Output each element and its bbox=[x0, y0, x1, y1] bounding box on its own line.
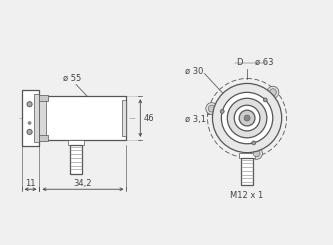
Circle shape bbox=[221, 92, 273, 144]
Text: ø 3,1: ø 3,1 bbox=[184, 115, 205, 124]
Bar bbox=[68, 140, 84, 145]
Bar bbox=[34, 94, 39, 142]
Text: 46: 46 bbox=[144, 113, 155, 122]
Text: ø 30: ø 30 bbox=[185, 67, 203, 76]
Bar bbox=[39, 135, 48, 141]
Bar bbox=[239, 153, 255, 158]
Circle shape bbox=[251, 147, 262, 159]
Circle shape bbox=[267, 86, 279, 98]
Bar bbox=[241, 158, 253, 185]
Circle shape bbox=[234, 105, 260, 131]
Circle shape bbox=[263, 98, 267, 102]
Circle shape bbox=[227, 98, 267, 138]
Bar bbox=[39, 98, 46, 138]
Bar bbox=[70, 145, 83, 174]
Circle shape bbox=[253, 150, 260, 157]
Circle shape bbox=[252, 141, 256, 145]
Text: 11: 11 bbox=[25, 179, 36, 188]
Bar bbox=[39, 96, 127, 140]
Circle shape bbox=[212, 84, 282, 153]
Circle shape bbox=[27, 102, 32, 107]
Bar bbox=[22, 90, 39, 146]
Text: D: D bbox=[236, 58, 242, 67]
Bar bbox=[39, 95, 48, 101]
Text: ø 55: ø 55 bbox=[63, 74, 82, 83]
Circle shape bbox=[28, 122, 31, 124]
Circle shape bbox=[239, 110, 255, 126]
Circle shape bbox=[27, 129, 32, 134]
Circle shape bbox=[220, 110, 224, 113]
Circle shape bbox=[244, 115, 250, 121]
Text: M12 x 1: M12 x 1 bbox=[230, 191, 264, 200]
Text: ø 63: ø 63 bbox=[255, 58, 273, 67]
Circle shape bbox=[208, 105, 215, 112]
Text: 34,2: 34,2 bbox=[74, 179, 92, 188]
Circle shape bbox=[269, 89, 276, 96]
Circle shape bbox=[206, 103, 218, 114]
Bar bbox=[122, 100, 127, 136]
